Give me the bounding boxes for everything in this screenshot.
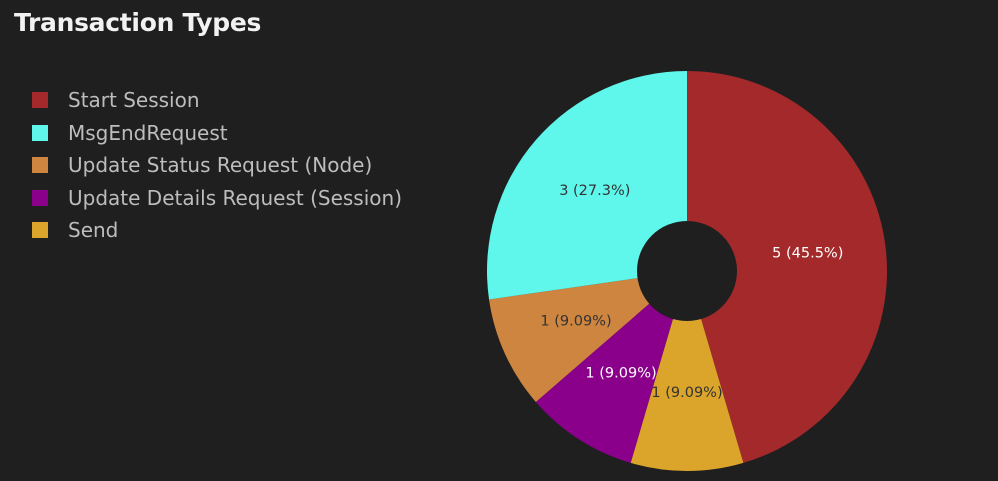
slice-label-msgendrequest: 3 (27.3%) [559,183,630,199]
slice-send[interactable] [630,271,744,471]
legend-item-update-status-request-node[interactable]: Update Status Request (Node) [32,149,402,182]
slice-label-update-details-request-session: 1 (9.09%) [585,366,656,382]
legend-swatch [32,222,48,239]
legend-label: MsgEndRequest [68,120,228,145]
slice-start-session[interactable] [687,71,887,463]
slice-label-send: 1 (9.09%) [651,385,722,401]
slice-msgendrequest[interactable] [487,71,687,300]
slice-update-details-request-session[interactable] [535,271,687,463]
legend-label: Send [68,218,119,243]
slice-update-status-request-node[interactable] [489,271,687,402]
legend-label: Update Details Request (Session) [68,185,402,210]
slice-label-update-status-request-node: 1 (9.09%) [540,314,611,330]
legend-swatch [32,189,48,206]
legend-swatch [32,92,48,109]
slice-label-start-session: 5 (45.5%) [772,246,843,262]
chart-title: Transaction Types [14,8,262,37]
legend-item-update-details-request-session[interactable]: Update Details Request (Session) [32,182,402,215]
donut-hole [637,221,737,321]
legend-item-start-session[interactable]: Start Session [32,84,402,117]
legend-label: Update Status Request (Node) [68,153,373,178]
legend-swatch [32,124,48,141]
chart-legend: Start Session MsgEndRequest Update Statu… [32,84,402,247]
legend-swatch [32,157,48,174]
donut-slices [487,71,887,471]
slice-labels: 5 (45.5%) 1 (9.09%) 1 (9.09%) 1 (9.09%) 3 (2… [540,183,843,401]
legend-label: Start Session [68,88,200,113]
legend-item-msgendrequest[interactable]: MsgEndRequest [32,117,402,150]
legend-item-send[interactable]: Send [32,214,402,247]
